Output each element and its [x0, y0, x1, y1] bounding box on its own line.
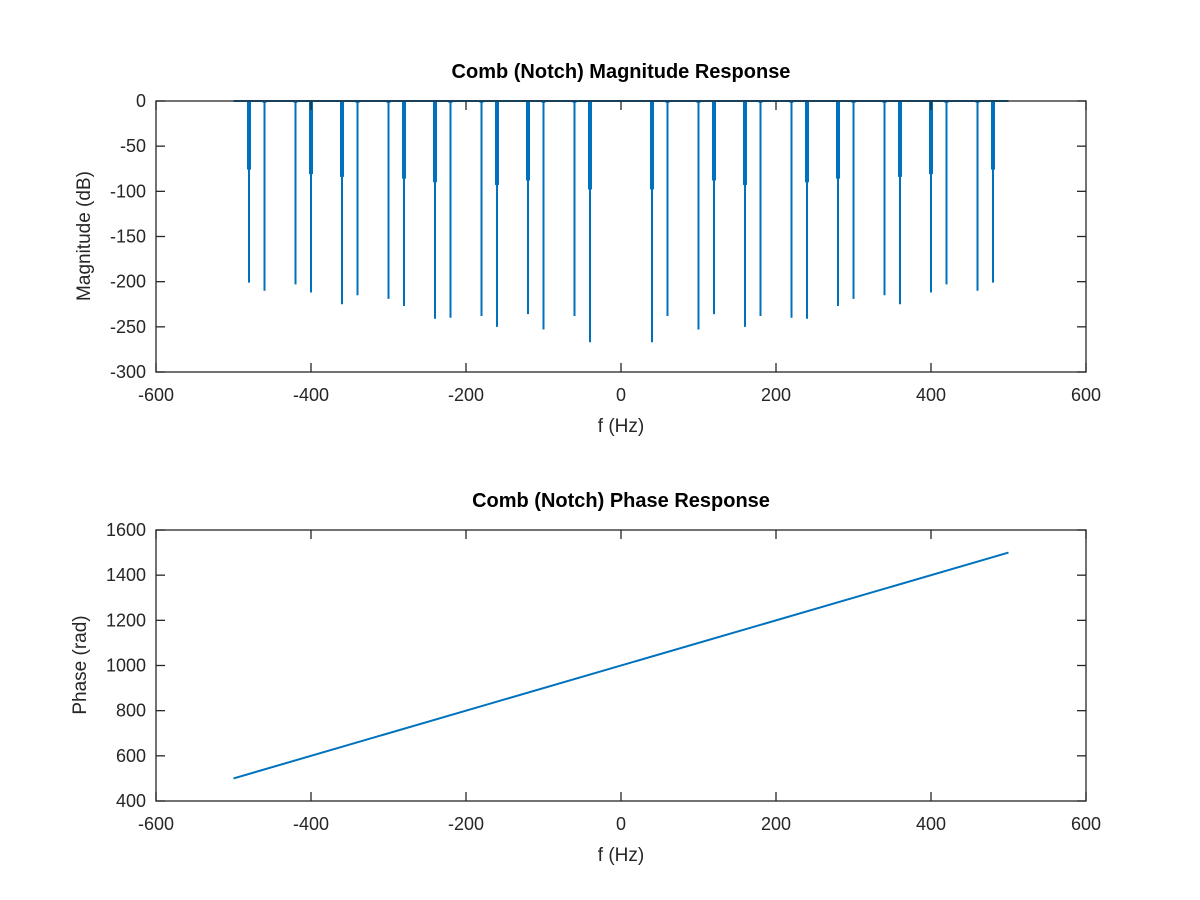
x-tick-label: -200 — [448, 814, 484, 834]
y-tick-label: -250 — [110, 317, 146, 337]
x-tick-label: 0 — [616, 385, 626, 405]
magnitude-plot-area — [233, 100, 1009, 343]
y-tick-label: -100 — [110, 181, 146, 201]
y-tick-label: -300 — [110, 362, 146, 382]
x-tick-label: -400 — [293, 814, 329, 834]
y-tick-label: -200 — [110, 272, 146, 292]
y-tick-label: 600 — [116, 746, 146, 766]
y-tick-label: -50 — [120, 136, 146, 156]
x-tick-label: 600 — [1071, 385, 1101, 405]
x-tick-label: -200 — [448, 385, 484, 405]
magnitude-x-ticks: -600 -400 -200 0 200 400 600 — [138, 101, 1101, 405]
y-tick-label: 800 — [116, 701, 146, 721]
x-tick-label: 200 — [761, 385, 791, 405]
phase-plot-area — [233, 551, 1009, 780]
phase-title: Comb (Notch) Phase Response — [472, 490, 770, 512]
x-tick-label: 0 — [616, 814, 626, 834]
y-tick-label: 1400 — [106, 565, 146, 585]
magnitude-y-ticks: 0 -50 -100 -150 -200 -250 -300 — [110, 91, 1086, 382]
x-tick-label: 600 — [1071, 814, 1101, 834]
x-tick-label: -600 — [138, 814, 174, 834]
magnitude-y-label: Magnitude (dB) — [74, 171, 95, 301]
y-tick-label: 1200 — [106, 610, 146, 630]
x-tick-label: 400 — [916, 814, 946, 834]
magnitude-subplot: Comb (Notch) Magnitude Response -600 -400… — [74, 61, 1101, 437]
x-tick-label: 400 — [916, 385, 946, 405]
y-tick-label: 400 — [116, 791, 146, 811]
magnitude-title: Comb (Notch) Magnitude Response — [452, 61, 791, 83]
y-tick-label: 0 — [136, 91, 146, 111]
x-tick-label: 200 — [761, 814, 791, 834]
x-tick-label: -600 — [138, 385, 174, 405]
phase-line — [233, 551, 1009, 780]
phase-y-ticks: 400 600 800 1000 1200 1400 1600 — [106, 520, 1086, 811]
phase-subplot: Comb (Notch) Phase Response -600 -400 -200… — [70, 490, 1101, 866]
x-tick-label: -400 — [293, 385, 329, 405]
y-tick-label: 1600 — [106, 520, 146, 540]
phase-x-ticks: -600 -400 -200 0 200 400 600 — [138, 530, 1101, 834]
y-tick-label: -150 — [110, 227, 146, 247]
y-tick-label: 1000 — [106, 656, 146, 676]
phase-y-label: Phase (rad) — [70, 615, 91, 714]
phase-x-label: f (Hz) — [598, 845, 644, 866]
magnitude-x-label: f (Hz) — [598, 416, 644, 437]
